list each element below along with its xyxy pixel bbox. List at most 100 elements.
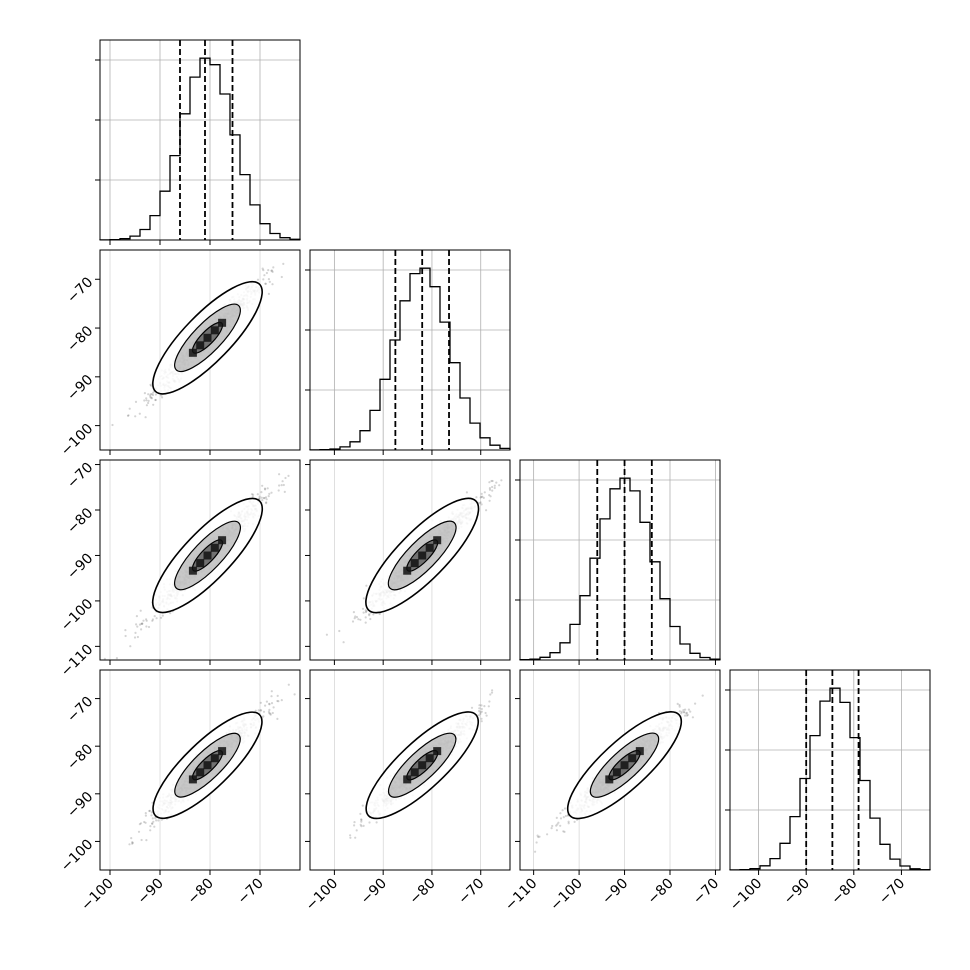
- scatter-point: [488, 494, 491, 497]
- scatter-point: [293, 693, 296, 696]
- scatter-point: [280, 275, 283, 279]
- scatter-point: [151, 618, 154, 621]
- scatter-point: [280, 699, 283, 702]
- scatter-point: [353, 824, 356, 827]
- y-tick-label: −80: [64, 741, 96, 773]
- scatter-point: [480, 704, 483, 707]
- scatter-point: [488, 488, 492, 491]
- scatter-point: [267, 495, 270, 498]
- scatter-point: [124, 629, 127, 632]
- scatter-point: [287, 474, 290, 477]
- scatter-point: [143, 392, 146, 395]
- scatter-point: [155, 819, 158, 822]
- scatter-point: [364, 611, 367, 614]
- scatter-point: [270, 269, 274, 272]
- scatter-point: [149, 383, 152, 386]
- scatter-point: [265, 271, 268, 275]
- scatter-point: [154, 398, 157, 402]
- scatter-point: [284, 476, 287, 480]
- scatter-point: [145, 397, 148, 400]
- scatter-point: [489, 495, 492, 498]
- scatter-point: [362, 611, 365, 614]
- scatter-point: [251, 495, 254, 498]
- scatter-point: [143, 399, 146, 402]
- scatter-point: [498, 484, 501, 487]
- scatter-point: [481, 495, 484, 498]
- scatter-point: [278, 473, 281, 476]
- scatter-point: [265, 501, 268, 504]
- scatter-point: [270, 690, 273, 693]
- scatter-point: [144, 416, 147, 419]
- scatter-point: [257, 709, 260, 712]
- scatter-point: [149, 396, 152, 399]
- scatter-point: [265, 498, 268, 501]
- scatter-point: [152, 391, 155, 394]
- scatter-point: [254, 709, 257, 712]
- scatter-point: [270, 491, 273, 494]
- scatter-point: [115, 657, 118, 660]
- density-cell: [218, 318, 227, 327]
- density-cell: [210, 326, 219, 335]
- scatter-point: [360, 820, 363, 823]
- panel-3-0: −100−90−80−70−100 −90 −80 −70: [58, 669, 301, 914]
- panel-frame: [99, 249, 301, 451]
- panel-2-1: [305, 459, 511, 665]
- y-tick-label: −80: [64, 323, 96, 355]
- panel-3-2: −110 −100 −90 −80 −70: [502, 669, 722, 914]
- density-cell: [433, 536, 442, 545]
- density-cell: [188, 775, 197, 784]
- panel-2-2: [515, 459, 721, 665]
- scatter-point: [124, 634, 127, 638]
- scatter-point: [487, 705, 490, 708]
- scatter-point: [482, 496, 485, 499]
- scatter-point: [280, 484, 283, 487]
- scatter-point: [360, 825, 363, 828]
- scatter-point: [258, 495, 261, 498]
- scatter-point: [151, 822, 154, 825]
- scatter-point: [141, 622, 144, 625]
- density-cell: [425, 543, 434, 552]
- scatter-point: [252, 493, 255, 496]
- y-tick-label: −80: [64, 505, 96, 537]
- scatter-point: [362, 597, 365, 600]
- scatter-point: [145, 399, 148, 402]
- scatter-point: [111, 423, 114, 427]
- scatter-point: [359, 812, 362, 816]
- scatter-point: [153, 825, 156, 828]
- scatter-point: [140, 838, 143, 842]
- scatter-point: [147, 625, 151, 629]
- scatter-point: [491, 689, 494, 692]
- scatter-point: [490, 479, 493, 483]
- scatter-point: [262, 496, 265, 500]
- density-cell: [196, 559, 205, 568]
- scatter-point: [375, 821, 378, 824]
- scatter-point: [135, 623, 138, 626]
- scatter-point: [267, 278, 270, 281]
- scatter-point: [491, 489, 494, 492]
- scatter-point: [169, 612, 172, 615]
- scatter-point: [559, 824, 562, 827]
- density-cell: [418, 551, 427, 560]
- density-cell: [188, 566, 197, 575]
- scatter-point: [351, 620, 355, 623]
- scatter-point: [261, 499, 264, 502]
- scatter-point: [368, 613, 371, 616]
- density-cell: [203, 551, 212, 560]
- panel-frame: [99, 39, 301, 241]
- scatter-point: [689, 710, 692, 713]
- panel-1-1: [305, 249, 511, 455]
- density-cell: [210, 543, 219, 552]
- scatter-point: [265, 700, 268, 703]
- scatter-point: [142, 619, 145, 622]
- scatter-point: [269, 712, 272, 715]
- scatter-point: [147, 401, 150, 405]
- scatter-point: [480, 717, 483, 720]
- scatter-point: [272, 266, 275, 269]
- scatter-point: [268, 492, 271, 495]
- scatter-point: [480, 720, 483, 723]
- scatter-point: [160, 616, 163, 619]
- scatter-point: [338, 629, 341, 633]
- scatter-point: [478, 704, 481, 707]
- scatter-point: [365, 610, 368, 613]
- histogram-1: [309, 267, 511, 451]
